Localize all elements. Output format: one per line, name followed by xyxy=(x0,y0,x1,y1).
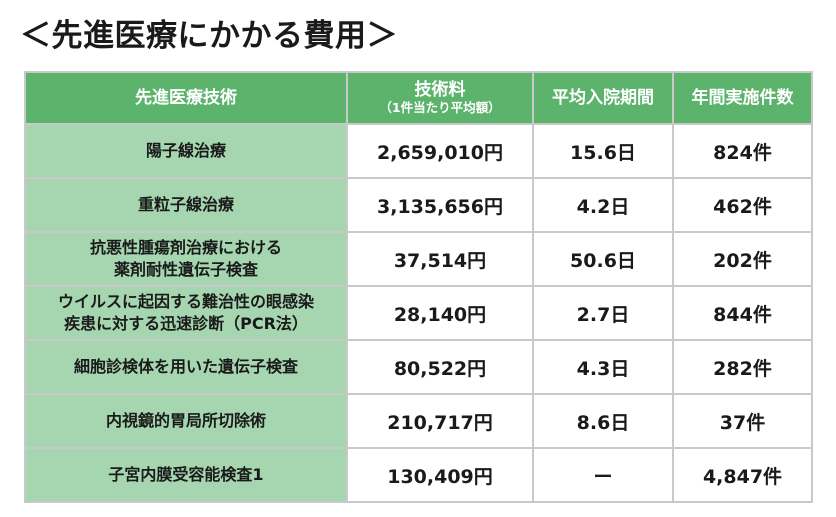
header-stay-label: 平均入院期間 xyxy=(552,88,654,108)
fee-cell: 37,514円 xyxy=(346,231,534,287)
table-body: 陽子線治療 2,659,010円 15.6日 824件重粒子線治療 3,135,656円… xyxy=(24,123,813,503)
stay-cell: ー xyxy=(532,447,674,503)
count-cell: 202件 xyxy=(672,231,813,287)
header-fee-label: 技術料 xyxy=(414,80,466,100)
fee-cell: 80,522円 xyxy=(346,339,534,395)
table-row: 子宮内膜受容能検査1 130,409円ー 4,847件 xyxy=(24,447,813,503)
header-fee-sublabel: （1件当たり平均額） xyxy=(379,100,501,115)
fee-cell: 28,140円 xyxy=(346,285,534,341)
technology-name-line: 子宮内膜受容能検査1 xyxy=(108,465,264,484)
stay-cell: 2.7日 xyxy=(532,285,674,341)
count-cell: 824件 xyxy=(672,123,813,179)
table-row: 内視鏡的胃局所切除術 210,717円 8.6日 37件 xyxy=(24,393,813,449)
fee-cell: 2,659,010円 xyxy=(346,123,534,179)
header-count-label: 年間実施件数 xyxy=(691,88,794,108)
technology-name-line: ウイルスに起因する難治性の眼感染 xyxy=(57,292,314,311)
header-stay: 平均入院期間 xyxy=(532,71,674,125)
technology-name-line: 薬剤耐性遺伝子検査 xyxy=(113,260,258,279)
technology-name-line: 陽子線治療 xyxy=(145,141,226,160)
fee-cell: 3,135,656円 xyxy=(346,177,534,233)
technology-name-line: 内視鏡的胃局所切除術 xyxy=(105,411,266,430)
header-count: 年間実施件数 xyxy=(672,71,813,125)
technology-name-cell: 細胞診検体を用いた遺伝子検査 xyxy=(24,339,348,395)
technology-name-line: 重粒子線治療 xyxy=(137,195,234,214)
technology-name-cell: ウイルスに起因する難治性の眼感染 疾患に対する迅速診断（PCR法） xyxy=(24,285,348,341)
table-row: 重粒子線治療 3,135,656円 4.2日 462件 xyxy=(24,177,813,233)
fee-cell: 130,409円 xyxy=(346,447,534,503)
table-row: ウイルスに起因する難治性の眼感染 疾患に対する迅速診断（PCR法） 28,140円 2… xyxy=(24,285,813,341)
fee-cell: 210,717円 xyxy=(346,393,534,449)
technology-name-cell: 重粒子線治療 xyxy=(24,177,348,233)
technology-name-line: 細胞診検体を用いた遺伝子検査 xyxy=(73,357,298,376)
table-row: 細胞診検体を用いた遺伝子検査 80,522円 4.3日 282件 xyxy=(24,339,813,395)
table-row: 抗悪性腫瘍剤治療における 薬剤耐性遺伝子検査 37,514円 50.6日 202件 xyxy=(24,231,813,287)
header-technology: 先進医療技術 xyxy=(24,71,348,125)
advanced-medical-cost-table: 先進医療技術 技術料 （1件当たり平均額） 平均入院期間 年間実施件数 陽子線治… xyxy=(24,71,813,503)
technology-name-cell: 子宮内膜受容能検査1 xyxy=(24,447,348,503)
technology-name-cell: 陽子線治療 xyxy=(24,123,348,179)
stay-cell: 8.6日 xyxy=(532,393,674,449)
stay-cell: 15.6日 xyxy=(532,123,674,179)
count-cell: 282件 xyxy=(672,339,813,395)
count-cell: 4,847件 xyxy=(672,447,813,503)
technology-name-line: 疾患に対する迅速診断（PCR法） xyxy=(64,314,308,333)
count-cell: 37件 xyxy=(672,393,813,449)
technology-name-cell: 内視鏡的胃局所切除術 xyxy=(24,393,348,449)
stay-cell: 4.2日 xyxy=(532,177,674,233)
technology-name-line: 抗悪性腫瘍剤治療における xyxy=(89,238,282,257)
count-cell: 462件 xyxy=(672,177,813,233)
count-cell: 844件 xyxy=(672,285,813,341)
page-title: ＜先進医療にかかる費用＞ xyxy=(20,18,398,54)
stay-cell: 4.3日 xyxy=(532,339,674,395)
table-row: 陽子線治療 2,659,010円 15.6日 824件 xyxy=(24,123,813,179)
stay-cell: 50.6日 xyxy=(532,231,674,287)
table-header-row: 先進医療技術 技術料 （1件当たり平均額） 平均入院期間 年間実施件数 xyxy=(24,71,813,125)
header-fee: 技術料 （1件当たり平均額） xyxy=(346,71,534,125)
header-technology-label: 先進医療技術 xyxy=(135,88,237,108)
technology-name-cell: 抗悪性腫瘍剤治療における 薬剤耐性遺伝子検査 xyxy=(24,231,348,287)
